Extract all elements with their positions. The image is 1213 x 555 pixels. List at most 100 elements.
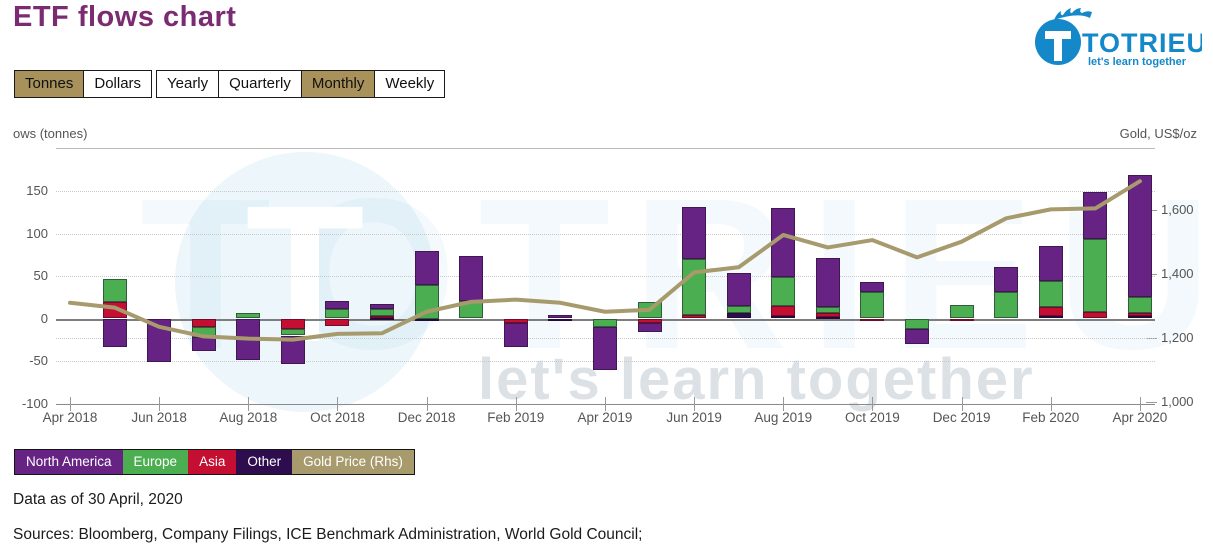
x-axis-tickmark-Dec-2018 [426,397,428,411]
bar-segment-north-america-Jan-2019[interactable] [459,256,484,301]
unit-toggle-group: Tonnes Dollars [14,70,153,98]
legend-item-other[interactable]: Other [236,450,293,474]
bar-segment-north-america-Jun-2019[interactable] [682,207,707,259]
bar-segment-north-america-Mar-2019[interactable] [548,315,573,319]
x-axis-label-Oct-2018: Oct 2018 [310,410,365,425]
period-button-yearly[interactable]: Yearly [157,71,220,97]
period-button-weekly[interactable]: Weekly [375,71,445,97]
bar-segment-other-Nov-2018[interactable] [370,317,395,320]
bar-segment-other-Sep-2019[interactable] [815,316,840,319]
bar-segment-europe-Feb-2020[interactable] [1038,281,1063,308]
bar-segment-asia-Mar-2020[interactable] [1083,311,1108,319]
bar-segment-europe-Apr-2020[interactable] [1127,297,1152,313]
bar-segment-asia-Dec-2019[interactable] [949,318,974,322]
bar-segment-europe-Jun-2019[interactable] [682,259,707,316]
bar-segment-north-america-Jul-2019[interactable] [726,272,751,306]
x-axis-tickmark-Apr-2019 [604,397,606,411]
period-button-monthly[interactable]: Monthly [301,71,376,97]
legend-item-north-america[interactable]: North America [15,450,123,474]
bar-segment-europe-Jan-2020[interactable] [994,292,1019,319]
right-axis-tick-1200: 1,200 [1161,330,1194,345]
bar-segment-north-america-Jun-2018[interactable] [147,318,172,362]
bar-segment-europe-May-2019[interactable] [637,302,662,319]
bar-segment-europe-Sep-2019[interactable] [815,307,840,313]
x-axis-tickmark-Apr-2018 [70,397,71,411]
bar-segment-north-america-Sep-2019[interactable] [815,258,840,308]
bar-segment-north-america-Feb-2020[interactable] [1038,246,1063,282]
bar-segment-north-america-Jan-2020[interactable] [994,266,1019,293]
bar-segment-europe-Apr-2019[interactable] [592,318,617,327]
bar-segment-asia-Oct-2018[interactable] [325,318,350,327]
legend-item-gold-price-rhs-[interactable]: Gold Price (Rhs) [292,450,414,474]
bar-segment-north-america-Dec-2018[interactable] [414,250,439,285]
bar-segment-other-Jul-2019[interactable] [726,313,751,319]
x-axis-tickmark-Feb-2019 [515,397,517,411]
bar-segment-north-america-Oct-2018[interactable] [325,300,350,310]
bar-segment-europe-Dec-2018[interactable] [414,284,439,319]
x-axis-label-Aug-2019: Aug 2019 [754,410,813,425]
bar-segment-asia-Sep-2018[interactable] [280,318,305,329]
bar-segment-other-Feb-2020[interactable] [1038,315,1063,319]
bar-segment-north-america-Nov-2018[interactable] [370,304,395,310]
bar-segment-north-america-May-2019[interactable] [637,322,662,333]
bar-segment-europe-Mar-2020[interactable] [1083,239,1108,312]
bar-segment-other-Mar-2019[interactable] [548,318,573,321]
bar-segment-north-america-Mar-2020[interactable] [1083,191,1108,240]
bar-segment-europe-Jul-2019[interactable] [726,305,751,314]
x-axis-label-Apr-2020: Apr 2020 [1112,410,1168,425]
bar-segment-north-america-May-2018[interactable] [102,318,127,347]
bar-segment-north-america-Feb-2019[interactable] [503,322,528,348]
unit-button-tonnes[interactable]: Tonnes [15,71,85,97]
x-axis-tickmark-Jun-2018 [159,397,161,411]
bar-segment-north-america-Nov-2019[interactable] [905,328,930,344]
bar-segment-asia-May-2018[interactable] [102,302,127,319]
left-axis-tick--100: -100 [21,395,48,411]
bar-segment-europe-Nov-2018[interactable] [370,309,395,316]
bar-segment-north-america-Apr-2020[interactable] [1127,174,1152,298]
bar-segment-asia-Jun-2019[interactable] [682,315,707,319]
page-title: ETF flows chart [13,1,237,33]
bar-segment-europe-Jan-2019[interactable] [459,300,484,319]
period-toggle-group: Yearly Quarterly Monthly Weekly [156,70,446,98]
bar-segment-europe-Sep-2018[interactable] [280,328,305,336]
x-axis-label-Feb-2020: Feb 2020 [1022,410,1080,425]
bar-segment-north-america-Oct-2019[interactable] [860,281,885,293]
bar-segment-europe-Jul-2018[interactable] [191,327,216,338]
bar-segment-europe-Aug-2019[interactable] [771,276,796,306]
bar-segment-north-america-Sep-2018[interactable] [280,335,305,364]
totrieu-logo-graphic: TOTRIEU let's learn together [1035,8,1206,68]
bar-segment-europe-May-2018[interactable] [102,279,127,303]
bar-segment-europe-Nov-2019[interactable] [905,318,930,329]
bar-segment-europe-Dec-2019[interactable] [949,304,974,319]
bar-segment-asia-Oct-2019[interactable] [860,318,885,321]
chart-legend: North America Europe Asia Other Gold Price (… [14,449,415,475]
bar-segment-other-Apr-2020[interactable] [1127,315,1152,319]
x-axis-label-Apr-2019: Apr 2019 [577,410,633,425]
bar-segment-other-Aug-2019[interactable] [771,315,796,319]
bar-segment-asia-Nov-2018[interactable] [370,315,395,318]
x-axis-label-Jun-2018: Jun 2018 [131,410,187,425]
bar-segment-asia-Sep-2019[interactable] [815,312,840,317]
x-axis-label-Dec-2018: Dec 2018 [397,410,456,425]
bar-segment-north-america-Apr-2019[interactable] [592,327,617,370]
legend-item-europe[interactable]: Europe [122,450,189,474]
legend-item-asia[interactable]: Asia [188,450,237,474]
data-as-of-text: Data as of 30 April, 2020 [13,491,183,508]
x-axis-label-Dec-2019: Dec 2019 [932,410,991,425]
x-axis-tickmark-Oct-2019 [872,397,874,411]
bar-segment-europe-Oct-2019[interactable] [860,292,885,319]
bar-segment-asia-Jul-2018[interactable] [191,318,216,327]
bar-segment-asia-Feb-2020[interactable] [1038,307,1063,316]
bar-segment-asia-Aug-2019[interactable] [771,305,796,316]
period-button-quarterly[interactable]: Quarterly [219,71,302,97]
bar-segment-north-america-Jul-2018[interactable] [191,337,216,351]
unit-button-dollars[interactable]: Dollars [84,71,152,97]
x-axis-label-Jun-2019: Jun 2019 [666,410,722,425]
x-axis-label-Oct-2019: Oct 2019 [845,410,900,425]
bar-segment-other-Dec-2018[interactable] [414,318,439,321]
bar-segment-north-america-Aug-2019[interactable] [771,208,796,277]
bar-segment-europe-Oct-2018[interactable] [325,309,350,319]
bar-segment-north-america-Aug-2018[interactable] [236,318,261,361]
bar-segment-asia-Apr-2020[interactable] [1127,312,1152,316]
